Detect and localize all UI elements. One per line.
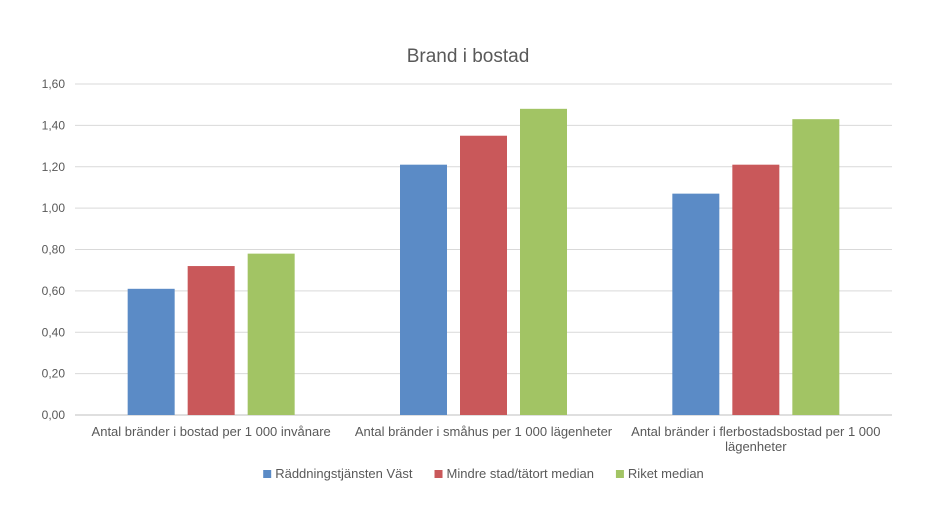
bars xyxy=(127,108,840,415)
y-tick-label: 0,60 xyxy=(42,284,66,298)
bar xyxy=(400,164,447,415)
bar xyxy=(672,193,720,415)
bar xyxy=(732,164,780,415)
bar xyxy=(460,135,507,415)
legend-swatch xyxy=(263,470,272,478)
x-category-label: Antal bränder i småhus per 1 000 lägenhe… xyxy=(355,424,613,439)
y-tick-label: 0,20 xyxy=(42,367,66,381)
legend: Räddningstjänsten Väst Mindre stad/tätort… xyxy=(263,466,704,481)
bar xyxy=(520,108,567,415)
bar xyxy=(247,253,295,415)
y-tick-label: 1,60 xyxy=(42,77,66,91)
y-tick-label: 1,00 xyxy=(42,201,66,215)
legend-swatch xyxy=(434,470,443,478)
y-tick-label: 1,20 xyxy=(42,160,66,174)
bar xyxy=(187,266,235,415)
x-category-label: lägenheter xyxy=(725,439,787,454)
chart-title: Brand i bostad xyxy=(407,46,530,67)
legend-swatch xyxy=(615,470,624,478)
y-axis-ticks: 0,00 0,20 0,40 0,60 0,80 1,00 1,20 1,40 1,60 xyxy=(42,77,66,422)
x-axis-categories: Antal bränder i bostad per 1 000 invånar… xyxy=(92,424,881,454)
legend-label: Räddningstjänsten Väst xyxy=(275,466,413,481)
x-category-label: Antal bränder i flerbostadsbostad per 1 … xyxy=(631,424,880,439)
y-tick-label: 1,40 xyxy=(42,118,66,132)
y-tick-label: 0,00 xyxy=(42,408,66,422)
x-category-label: Antal bränder i bostad per 1 000 invånar… xyxy=(92,424,331,439)
bar xyxy=(792,119,840,415)
y-tick-label: 0,40 xyxy=(42,325,66,339)
y-tick-label: 0,80 xyxy=(42,243,66,257)
legend-label: Mindre stad/tätort median xyxy=(447,466,594,481)
legend-label: Riket median xyxy=(628,466,704,481)
bar xyxy=(127,288,175,415)
